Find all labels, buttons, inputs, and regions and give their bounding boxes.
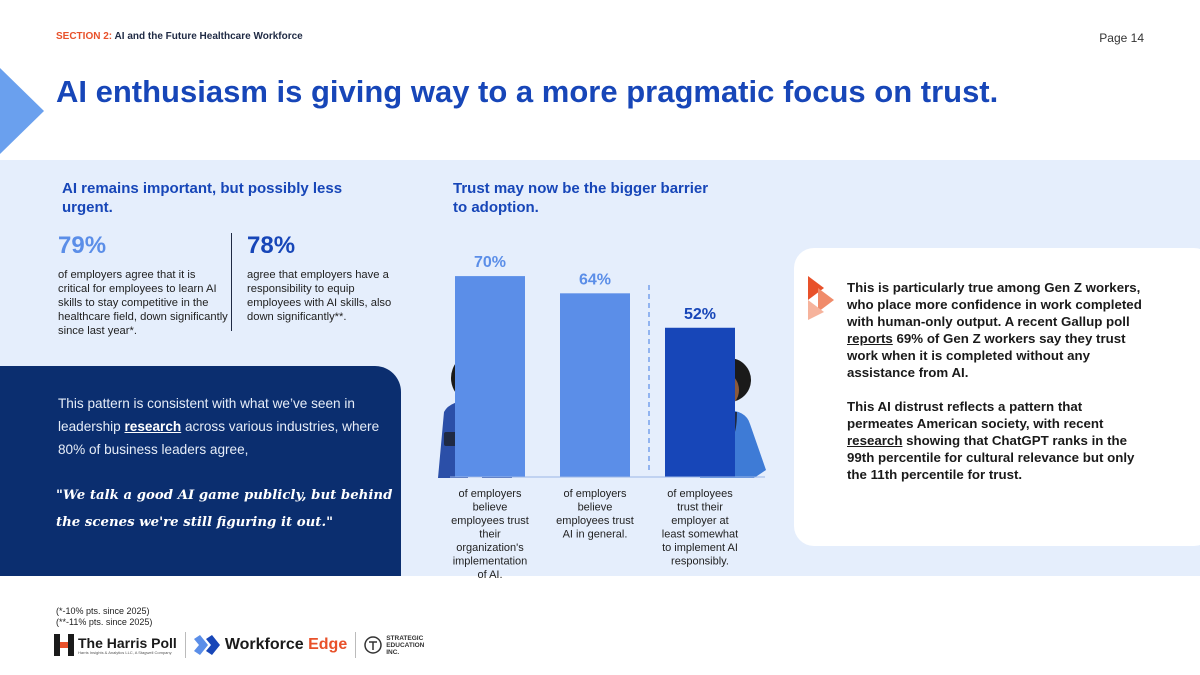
page-number: Page 14 [1099, 31, 1144, 45]
sei-line-1: STRATEGIC [386, 634, 424, 642]
sei-logo: STRATEGIC EDUCATION INC. [364, 635, 424, 656]
callout-text: This pattern is consistent with what we’… [58, 392, 388, 461]
insight-p1-before: This is particularly true among Gen Z wo… [847, 280, 1142, 329]
bar-1 [560, 293, 630, 477]
harris-poll-subtitle: Harris Insights & Analytics LLC, A Stagw… [78, 649, 172, 655]
harris-poll-logo: The Harris Poll Harris Insights & Analyt… [54, 634, 177, 656]
stat-divider [231, 233, 232, 331]
workforce-edge-mark-icon [193, 635, 220, 655]
insight-paragraph-2: This AI distrust reflects a pattern that… [847, 398, 1147, 483]
workforce-text: Workforce [224, 636, 309, 653]
callout-panel [0, 366, 401, 576]
stat-78-text: agree that employers have a responsibili… [247, 269, 392, 323]
footnotes: (*-10% pts. since 2025) (**-11% pts. sin… [56, 606, 152, 628]
category-label-2: of employees trust their employer at least … [662, 488, 738, 568]
category-label-0: of employers believe employees trust their o… [451, 488, 529, 580]
chevron-decoration-icon [0, 68, 44, 154]
page-title: AI enthusiasm is giving way to a more pr… [56, 74, 999, 109]
research-link-2[interactable]: research [847, 433, 903, 448]
footnote-1: (*-10% pts. since 2025) [56, 606, 150, 616]
research-link[interactable]: research [124, 419, 182, 434]
insight-card [794, 248, 1200, 546]
insight-p1-after: 69% of Gen Z workers say they trust work… [847, 331, 1126, 380]
stat-79-text: of employers agree that it is critical f… [58, 269, 228, 337]
bar-0 [455, 276, 525, 477]
logo-separator [355, 632, 357, 658]
sei-mark-icon [364, 636, 382, 654]
bar-value-label-0: 70% [474, 254, 506, 271]
insight-paragraph-1: This is particularly true among Gen Z wo… [847, 279, 1147, 381]
partner-logos: The Harris Poll Harris Insights & Analyt… [54, 630, 424, 660]
callout-text-after: across various industries, where 80% of … [58, 419, 380, 457]
workforce-edge-logo: Workforce Edge [193, 635, 347, 655]
sei-line-3: INC. [386, 648, 400, 656]
edge-text: Edge [308, 636, 348, 653]
workforce-edge-name: Workforce Edge [225, 636, 347, 654]
insight-p2-before: This AI distrust reflects a pattern that… [847, 399, 1104, 431]
footnote-2: (**-11% pts. since 2025) [56, 617, 153, 627]
middle-heading: Trust may now be the bigger barrier to a… [453, 180, 709, 216]
trust-bar-chart: 70% of employers believe employees trust the… [438, 254, 766, 580]
section-prefix: SECTION 2: [56, 31, 113, 42]
category-label-1: of employers believe employees trust AI in … [556, 488, 634, 541]
bar-value-label-2: 52% [684, 306, 716, 323]
harris-poll-mark-icon [54, 634, 74, 656]
insight-text: This is particularly true among Gen Z wo… [847, 279, 1147, 483]
sei-line-2: EDUCATION [386, 641, 425, 649]
stacked-arrow-icon [808, 276, 834, 320]
harris-poll-name: The Harris Poll [78, 634, 177, 651]
left-heading: AI remains important, but possibly less … [62, 180, 343, 216]
section-label: SECTION 2: AI and the Future Healthcare … [56, 31, 303, 42]
bar-value-label-1: 64% [579, 271, 611, 288]
reports-link[interactable]: reports [847, 331, 893, 346]
bar-2 [665, 327, 735, 477]
stat-78-value: 78% [247, 232, 296, 259]
logo-separator [184, 632, 186, 658]
section-title: AI and the Future Healthcare Workforce [114, 31, 303, 42]
callout-quote: "We talk a good AI game publicly, but be… [56, 488, 393, 530]
insight-p2-after: showing that ChatGPT ranks in the 99th p… [847, 433, 1135, 482]
stat-79-value: 79% [58, 232, 107, 259]
callout-text-before: This pattern is consistent with what we’… [58, 396, 355, 434]
